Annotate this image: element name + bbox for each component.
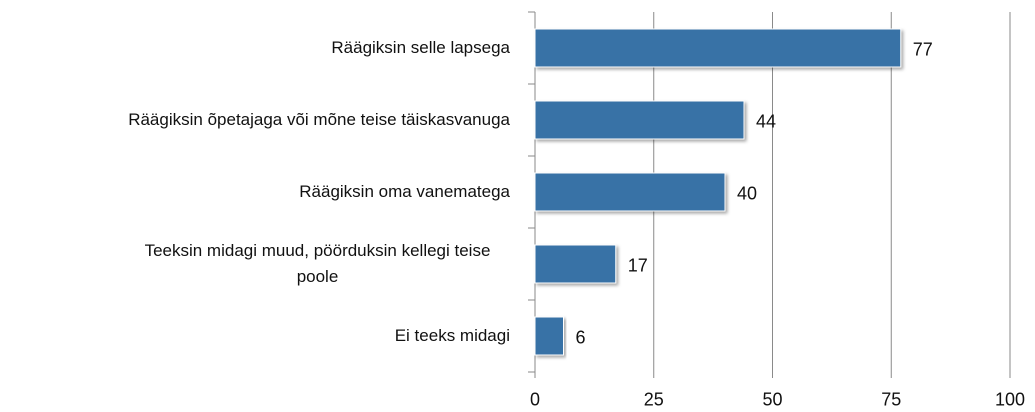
value-label: 17 [627, 255, 648, 276]
category-text: Ei teeks midagi [394, 326, 510, 345]
category-label: Teeksin midagi muud, pöörduksin kellegi … [0, 228, 510, 300]
value-label: 40 [737, 183, 758, 204]
value-label: 77 [912, 39, 933, 60]
bar [534, 172, 726, 212]
bar [534, 28, 902, 68]
x-tick-label: 0 [529, 389, 541, 410]
x-tick-label: 50 [762, 389, 783, 410]
category-label: Räägiksin oma vanematega [0, 156, 510, 228]
x-tick-label: 25 [643, 389, 664, 410]
category-text: Räägiksin oma vanematega [299, 182, 510, 201]
value-label: 6 [575, 327, 586, 348]
category-text: Teeksin midagi muud, pöörduksin kellegi … [144, 241, 491, 286]
value-label: 44 [756, 111, 777, 132]
category-text: Räägiksin õpetajaga või mõne teise täisk… [128, 110, 510, 129]
x-tick-label: 100 [994, 389, 1026, 410]
bar [534, 316, 564, 356]
category-label: Räägiksin õpetajaga või mõne teise täisk… [0, 84, 510, 156]
bar [534, 244, 617, 284]
category-text: Räägiksin selle lapsega [331, 38, 510, 57]
x-tick-label: 75 [881, 389, 902, 410]
category-label: Ei teeks midagi [0, 300, 510, 372]
bar [534, 100, 745, 140]
category-label: Räägiksin selle lapsega [0, 12, 510, 84]
